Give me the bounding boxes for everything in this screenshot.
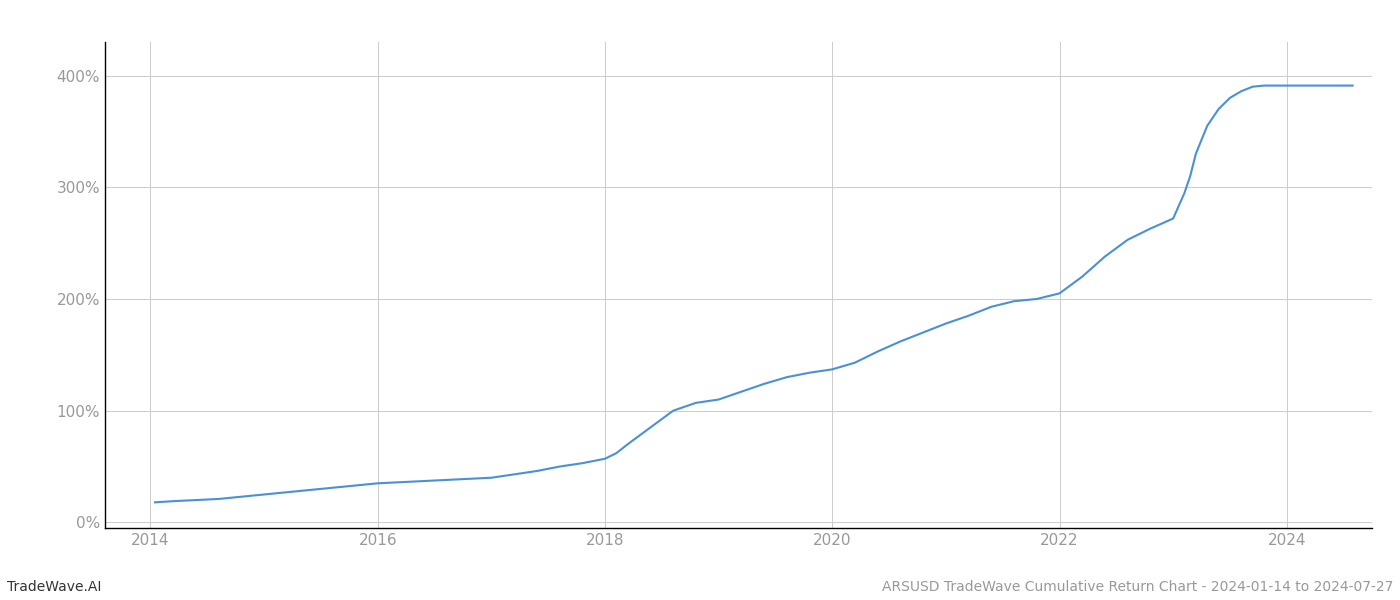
Text: ARSUSD TradeWave Cumulative Return Chart - 2024-01-14 to 2024-07-27: ARSUSD TradeWave Cumulative Return Chart…: [882, 580, 1393, 594]
Text: TradeWave.AI: TradeWave.AI: [7, 580, 101, 594]
